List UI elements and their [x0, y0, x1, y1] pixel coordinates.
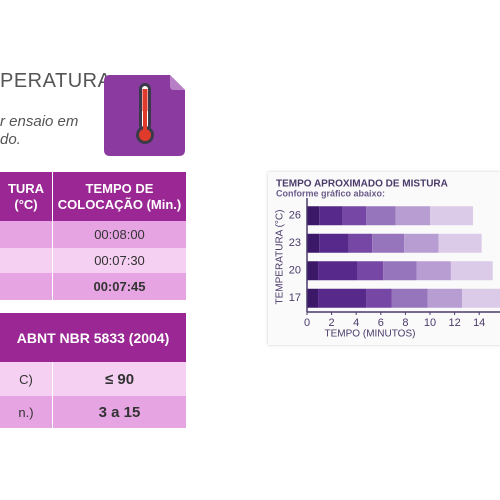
header-text: (°C) [14, 196, 38, 212]
header-cell: TURA (°C) [0, 172, 53, 221]
header-cell: ABNT NBR 5833 (2004) [16, 329, 170, 346]
bar-segment [427, 288, 462, 308]
cell: C) [19, 371, 33, 387]
section-title: PERATURA [0, 70, 112, 92]
chart-subtitle: Conforme gráfico abaixo: [276, 188, 385, 198]
header-text: COLOCAÇÃO (Min.) [57, 196, 182, 212]
x-tick-label: 0 [304, 317, 310, 329]
subtitle-line: r ensaio em [0, 113, 79, 130]
x-tick-label: 14 [473, 317, 485, 329]
x-tick-label: 10 [424, 317, 436, 329]
bar-segment [366, 206, 396, 226]
y-tick-label: 17 [289, 292, 301, 304]
header-text: TEMPO DE [85, 180, 154, 196]
chart: TEMPO APROXIMADO DE MISTURA Conforme grá… [268, 172, 500, 345]
bar-segment [318, 261, 358, 281]
bar-segment [307, 233, 320, 253]
cell: ≤ 90 [52, 362, 186, 396]
bar-segment [395, 206, 430, 226]
bar-segment [450, 261, 493, 281]
bar-segment [461, 288, 500, 308]
cell: 3 a 15 [52, 396, 186, 428]
bar-segment [372, 233, 405, 253]
x-tick-label: 12 [448, 317, 460, 329]
subtitle-line: do. [0, 131, 21, 148]
cell: 00:07:45 [52, 273, 186, 300]
bar-segment [438, 233, 482, 253]
header-cell: TEMPO DE COLOCAÇÃO (Min.) [52, 172, 186, 221]
cell: 00:08:00 [52, 221, 186, 248]
x-tick-label: 6 [378, 317, 384, 329]
time-table: TURA (°C) TEMPO DE COLOCAÇÃO (Min.) 00:08:… [0, 172, 186, 300]
bar-segment [348, 233, 373, 253]
chart-title: TEMPO APROXIMADO DE MISTURA [276, 179, 448, 190]
bar-segment [319, 233, 349, 253]
bar-segment [307, 288, 319, 308]
bar-segment [383, 261, 417, 281]
x-axis-label: TEMPO (MINUTOS) [325, 329, 416, 340]
norm-table: ABNT NBR 5833 (2004) C) ≤ 90 n.) 3 a 15 [0, 313, 186, 428]
x-tick-label: 4 [353, 317, 359, 329]
y-axis-label: TEMPERATURA (°C) [275, 210, 286, 305]
x-tick-label: 8 [402, 317, 408, 329]
bar-segment [318, 288, 367, 308]
bar-segment [430, 206, 474, 226]
y-tick-label: 23 [289, 237, 301, 249]
bar-segment [357, 261, 384, 281]
bar-segment [307, 206, 320, 226]
cell: 00:07:30 [52, 248, 186, 273]
y-tick-label: 20 [289, 265, 301, 277]
bar-segment [416, 261, 451, 281]
y-tick-label: 26 [289, 210, 301, 222]
bar-segment [319, 206, 343, 226]
thermometer-icon [104, 75, 185, 156]
bar-segment [342, 206, 367, 226]
header-text: TURA [7, 180, 45, 196]
x-tick-label: 2 [329, 317, 335, 329]
bar-segment [307, 261, 319, 281]
bar-segment [404, 233, 439, 253]
cell: n.) [18, 404, 34, 420]
bar-segment [391, 288, 428, 308]
bar-segment [366, 288, 392, 308]
